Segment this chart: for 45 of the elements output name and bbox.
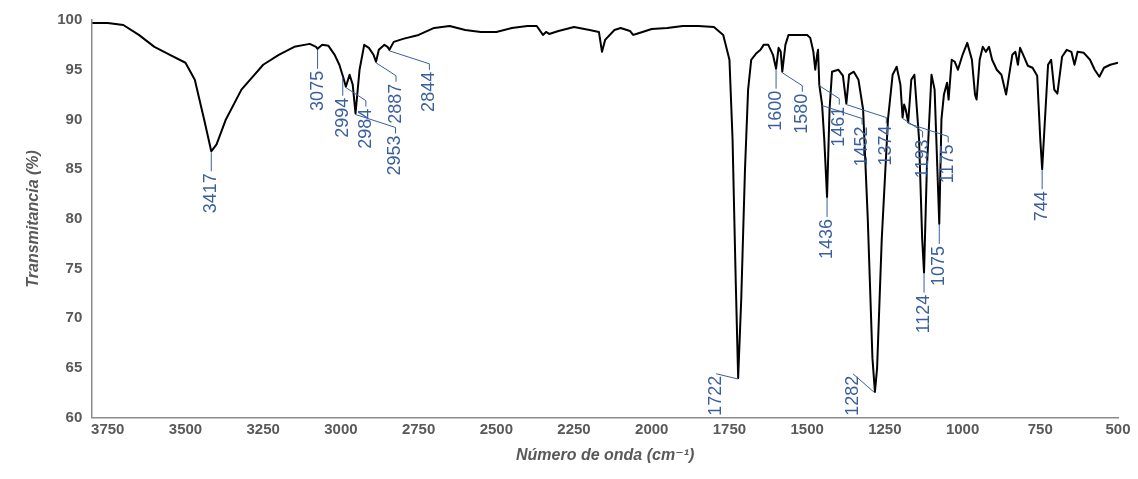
annotation: 2984 xyxy=(354,108,375,149)
annotation: 1075 xyxy=(928,245,949,286)
annotation: 2953 xyxy=(384,135,405,176)
y-tick-label: 80 xyxy=(65,209,83,227)
annotation: 3417 xyxy=(200,173,221,214)
annotation: 3075 xyxy=(306,70,327,111)
x-tick-label: 3250 xyxy=(246,419,280,437)
annotation: 1374 xyxy=(875,125,896,166)
x-tick-label: 2500 xyxy=(479,419,514,437)
y-tick-label: 75 xyxy=(65,258,83,276)
annotation: 744 xyxy=(1031,191,1052,222)
annotation: 1282 xyxy=(841,375,862,416)
annotation: 1452 xyxy=(851,126,872,167)
x-tick-label: 3000 xyxy=(324,419,358,437)
y-tick-label: 85 xyxy=(65,159,83,177)
x-tick-label: 500 xyxy=(1105,419,1131,437)
x-tick-label: 1250 xyxy=(868,419,902,437)
x-tick-label: 2000 xyxy=(635,419,669,437)
x-tick-label: 1750 xyxy=(712,419,747,437)
y-tick-label: 70 xyxy=(65,308,83,326)
annotation: 1436 xyxy=(816,219,837,260)
annotation: 1600 xyxy=(765,90,786,131)
annotation: 1722 xyxy=(705,375,726,416)
x-tick-label: 3750 xyxy=(91,419,125,437)
y-tick-label: 65 xyxy=(65,358,83,376)
annotation: 1124 xyxy=(913,294,933,334)
x-tick-label: 2250 xyxy=(557,419,591,437)
x-tick-label: 1500 xyxy=(790,419,824,437)
y-axis-title: Transmitancia (%) xyxy=(24,150,42,288)
annotation: 2844 xyxy=(418,71,439,112)
x-axis-title: Número de onda (cm⁻¹) xyxy=(516,445,695,463)
x-tick-label: 2750 xyxy=(401,419,436,437)
y-tick-label: 95 xyxy=(65,59,83,77)
annotation: 2994 xyxy=(331,97,352,138)
y-tick-label: 90 xyxy=(65,109,83,127)
annotation: 1175 xyxy=(937,144,958,184)
x-tick-label: 1000 xyxy=(945,419,980,437)
annotation: 1461 xyxy=(828,106,849,147)
annotation: 1193 xyxy=(911,139,932,179)
x-tick-label: 750 xyxy=(1027,419,1053,437)
annotation: 2887 xyxy=(384,83,405,124)
x-tick-label: 3500 xyxy=(168,419,203,437)
y-tick-label: 100 xyxy=(57,10,83,28)
y-tick-label: 60 xyxy=(65,407,83,425)
annotation: 1580 xyxy=(791,93,812,134)
